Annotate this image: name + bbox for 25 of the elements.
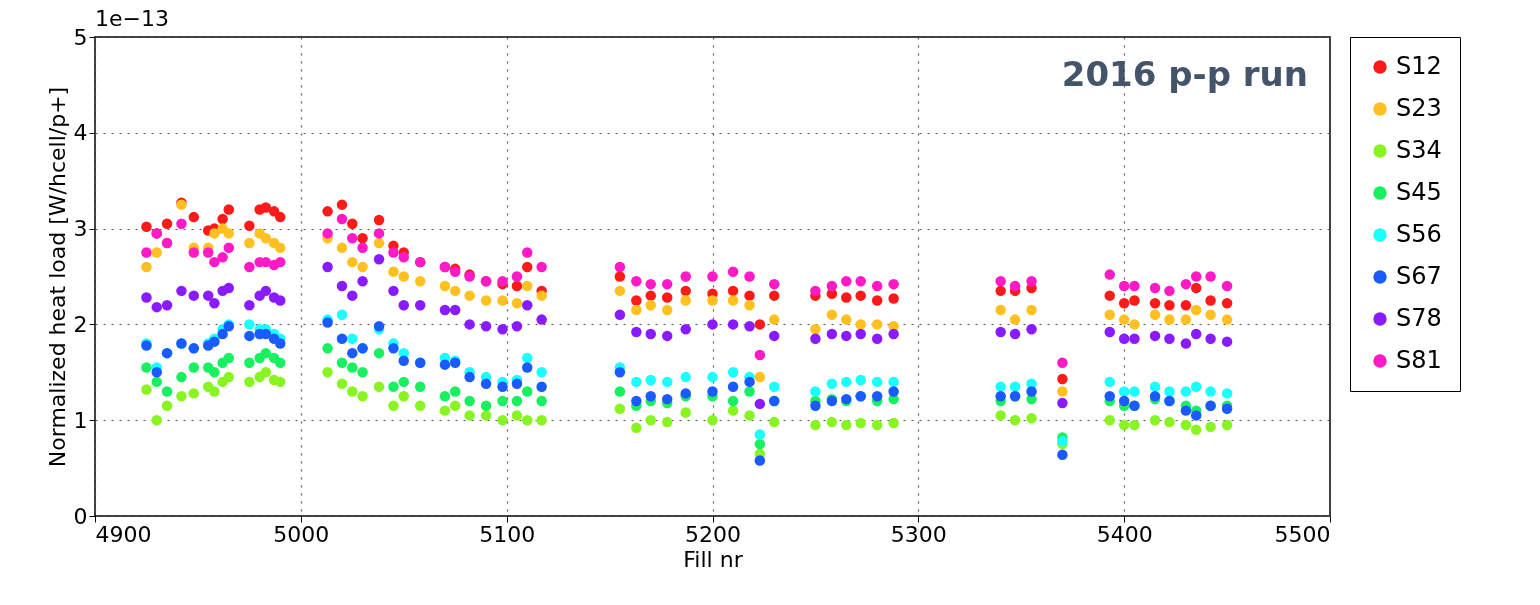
x-axis-title: Fill nr [683, 546, 744, 572]
y-tick-label: 0 [73, 503, 88, 529]
y-axis-title: Normalized heat load [W/hcell/p+] [44, 86, 70, 468]
x-tick-label: 5300 [890, 521, 947, 547]
y-tick-label: 2 [73, 311, 88, 337]
x-tick-label: 5500 [1274, 521, 1331, 547]
x-tick-label: 5000 [273, 521, 330, 547]
legend-label: S67 [1396, 262, 1442, 290]
y-tick-label: 3 [73, 216, 88, 242]
legend-label: S78 [1396, 304, 1442, 332]
x-tick-label: 5400 [1096, 521, 1153, 547]
legend-label: S12 [1396, 52, 1442, 80]
text: 1e−13 [95, 6, 169, 31]
legend-label: S56 [1396, 220, 1442, 248]
x-tick-label: 5100 [479, 521, 536, 547]
x-tick-label: 4900 [95, 521, 152, 547]
legend-label: S34 [1396, 136, 1442, 164]
y-tick-label: 1 [73, 407, 88, 433]
x-tick-label: 5200 [685, 521, 741, 547]
legend-label: S81 [1396, 346, 1442, 374]
y-tick-label: 4 [73, 120, 88, 146]
text: 2016 p-p run [1061, 54, 1308, 94]
y-tick-label: 5 [73, 24, 88, 50]
legend-label: S23 [1396, 94, 1442, 122]
legend-label: S45 [1396, 178, 1442, 206]
